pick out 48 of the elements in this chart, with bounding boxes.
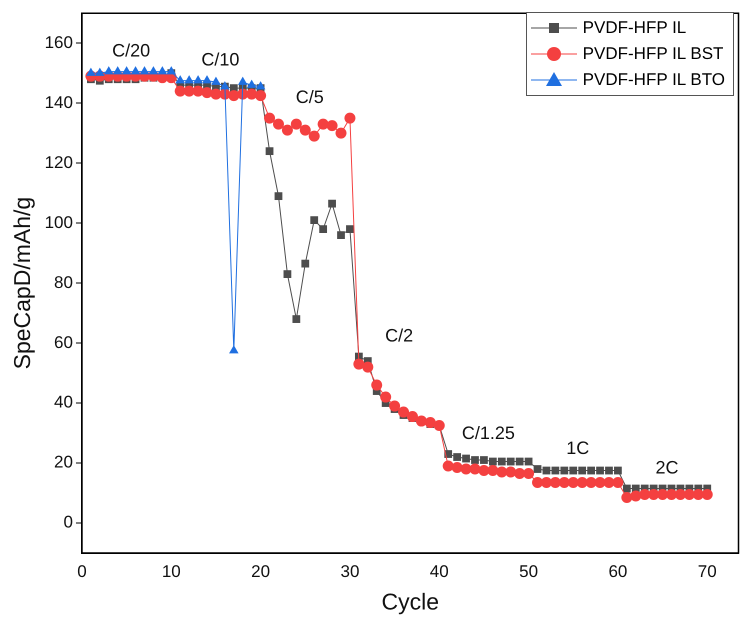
y-tick-label: 120 <box>44 152 73 172</box>
point <box>175 75 185 84</box>
point <box>202 75 212 84</box>
point <box>158 66 168 74</box>
y-tick-label: 20 <box>54 452 73 472</box>
x-tick-label: 0 <box>77 562 87 581</box>
point <box>104 66 114 74</box>
x-tick-label: 10 <box>162 562 181 581</box>
legend-label: PVDF-HFP IL BTO <box>582 70 725 90</box>
point <box>140 66 150 74</box>
x-tick-label: 40 <box>430 562 449 581</box>
point <box>229 345 239 354</box>
point <box>148 66 158 74</box>
x-tick-label: 70 <box>698 562 717 581</box>
point <box>256 81 266 90</box>
point <box>122 66 132 74</box>
y-tick-label: 40 <box>54 392 73 412</box>
y-axis-title: SpeCapD/mAh/g <box>9 196 36 370</box>
x-axis-title: Cycle <box>381 588 439 615</box>
y-tick-label: 0 <box>63 512 73 532</box>
point <box>193 75 203 84</box>
point <box>211 76 221 85</box>
point <box>238 76 248 85</box>
point <box>112 66 122 74</box>
x-tick-label: 30 <box>340 562 360 581</box>
x-tick-label: 20 <box>251 562 270 581</box>
x-tick-label: 60 <box>608 562 628 581</box>
y-tick-label: 80 <box>54 272 73 292</box>
annotation: 2C <box>656 457 679 478</box>
point <box>130 66 140 74</box>
point <box>86 68 96 76</box>
y-tick-label: 60 <box>54 332 73 352</box>
x-tick-label: 50 <box>519 562 538 581</box>
annotation: C/20 <box>112 40 150 61</box>
y-tick-label: 140 <box>44 92 73 112</box>
point <box>246 80 256 88</box>
point <box>166 66 176 74</box>
annotation: C/1.25 <box>462 423 515 444</box>
annotation: C/10 <box>201 50 240 70</box>
point <box>95 68 105 76</box>
y-tick-label: 160 <box>44 32 73 52</box>
annotation: C/2 <box>385 326 414 346</box>
legend-label: PVDF-HFP IL BST <box>582 44 724 64</box>
point <box>184 75 194 84</box>
y-tick-label: 100 <box>44 212 73 232</box>
annotation: C/5 <box>296 87 324 108</box>
legend-label: PVDF-HFP IL <box>582 18 686 38</box>
annotation: 1C <box>566 438 590 458</box>
